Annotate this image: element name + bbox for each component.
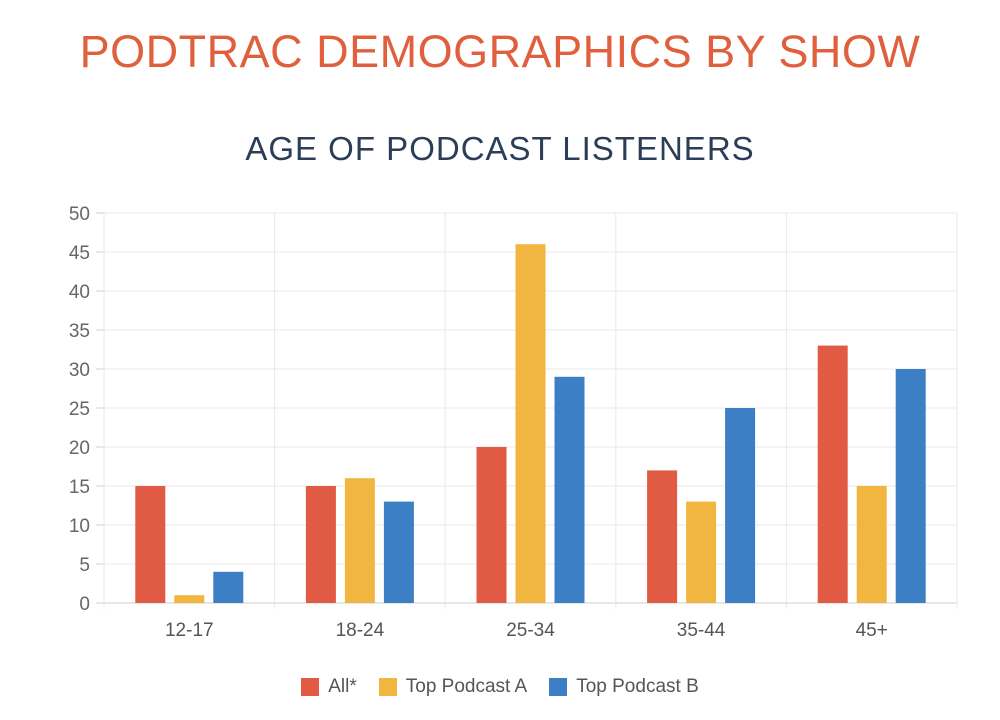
page-title: PODTRAC DEMOGRAPHICS BY SHOW <box>79 26 921 77</box>
y-tick-label: 50 <box>69 204 90 225</box>
y-tick-label: 15 <box>69 477 90 498</box>
y-tick-label: 45 <box>69 243 90 264</box>
legend-label: Top Podcast A <box>405 676 528 697</box>
x-tick-label: 18-24 <box>336 620 385 641</box>
bar-12-17-All* <box>135 486 166 603</box>
legend-item[interactable]: Top Podcast B <box>549 676 699 698</box>
legend-label: Top Podcast B <box>576 676 699 697</box>
bar-25-34-All* <box>476 447 507 603</box>
bar-12-17-Top Podcast A <box>174 595 205 603</box>
bar-18-24-Top Podcast A <box>344 478 375 603</box>
y-tick-label: 0 <box>79 594 90 615</box>
y-tick-label: 40 <box>69 282 90 303</box>
bar-35-44-All* <box>647 470 678 603</box>
y-tick-label: 20 <box>69 438 90 459</box>
bar-45+-Top Podcast B <box>895 369 926 603</box>
y-tick-label: 35 <box>69 321 90 342</box>
legend-swatch <box>378 678 397 696</box>
legend-swatch <box>549 678 568 696</box>
legend-item[interactable]: Top Podcast A <box>378 676 528 698</box>
y-tick-label: 30 <box>69 360 90 381</box>
bar-25-34-Top Podcast A <box>515 244 546 603</box>
chart-title: AGE OF PODCAST LISTENERS <box>245 130 755 167</box>
y-tick-label: 10 <box>69 516 90 537</box>
bar-45+-All* <box>817 345 848 603</box>
bar-18-24-All* <box>305 486 336 603</box>
legend-swatch <box>301 678 320 696</box>
x-tick-label: 45+ <box>856 620 888 641</box>
y-tick-label: 25 <box>69 399 90 420</box>
bar-45+-Top Podcast A <box>856 486 887 603</box>
chart-legend: All* Top Podcast A Top Podcast B <box>0 676 1000 698</box>
bar-18-24-Top Podcast B <box>383 501 414 603</box>
x-tick-label: 35-44 <box>677 620 726 641</box>
bar-35-44-Top Podcast B <box>725 408 756 603</box>
y-tick-label: 5 <box>79 555 90 576</box>
x-tick-label: 25-34 <box>506 620 555 641</box>
bar-35-44-Top Podcast A <box>686 501 717 603</box>
legend-item[interactable]: All* <box>301 676 357 698</box>
bar-25-34-Top Podcast B <box>554 376 585 603</box>
bar-12-17-Top Podcast B <box>213 571 244 603</box>
x-tick-label: 12-17 <box>165 620 214 641</box>
legend-label: All* <box>328 676 357 697</box>
